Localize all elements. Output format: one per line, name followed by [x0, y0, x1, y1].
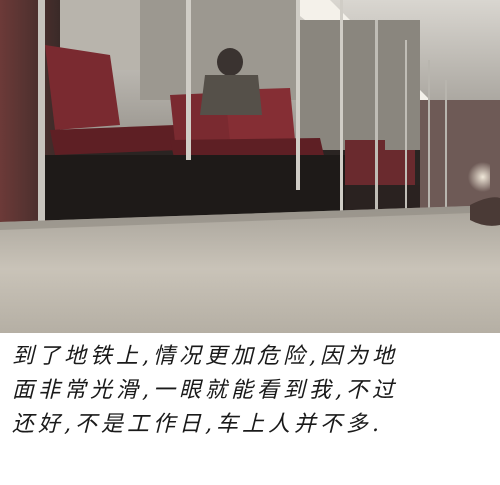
pole	[296, 0, 300, 190]
seat-back	[345, 140, 385, 185]
pole	[38, 0, 45, 225]
pole	[428, 60, 430, 210]
passenger-head	[217, 48, 243, 76]
under-seat	[45, 155, 345, 220]
passenger-body	[200, 75, 262, 115]
floor-edge	[0, 205, 500, 230]
window	[300, 20, 420, 150]
pole	[340, 0, 343, 215]
caption-line-3: 还好,不是工作日,车上人并不多.	[12, 412, 383, 437]
caption-line-2: 面非常光滑,一眼就能看到我,不过	[12, 378, 398, 403]
pole	[186, 0, 191, 160]
seat-back	[385, 150, 415, 190]
subway-photo	[0, 0, 500, 333]
pole	[375, 20, 378, 215]
seat-back	[45, 45, 120, 130]
pole	[445, 80, 447, 210]
caption-line-1: 到了地铁上,情况更加危险,因为地	[12, 344, 398, 369]
end-light	[430, 150, 490, 210]
foot	[470, 197, 500, 226]
caption: 到了地铁上,情况更加危险,因为地 面非常光滑,一眼就能看到我,不过 还好,不是工…	[12, 340, 490, 442]
floor	[0, 205, 500, 333]
pole	[405, 40, 407, 210]
seat-base	[50, 125, 180, 155]
